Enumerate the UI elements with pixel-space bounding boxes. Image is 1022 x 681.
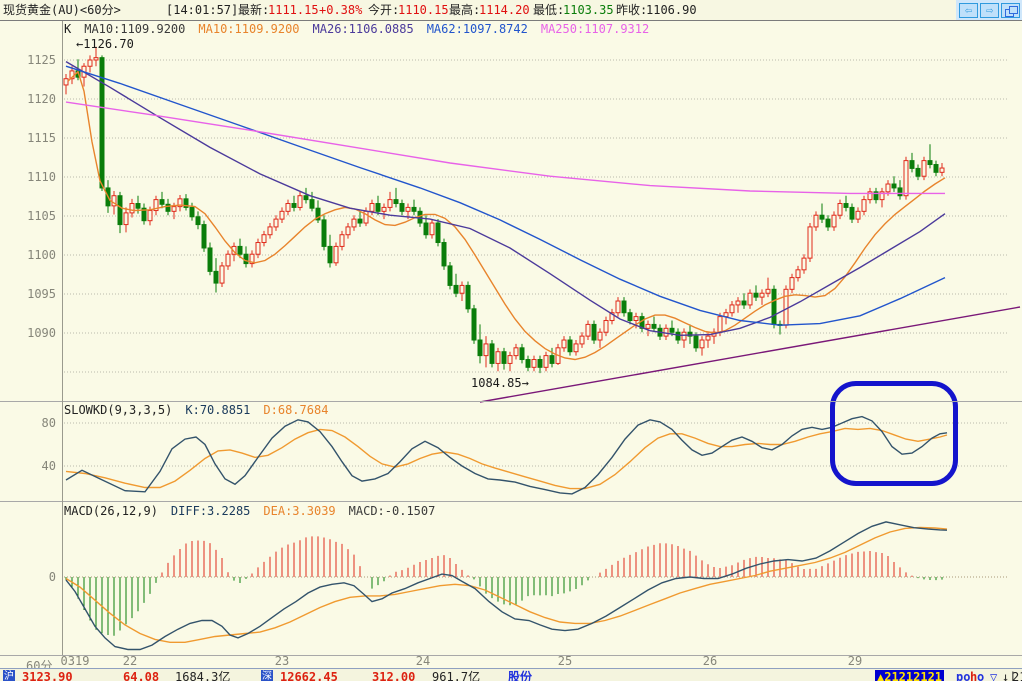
kline-kd-divider	[0, 401, 1022, 402]
shenzhen-index: 12662.45	[280, 670, 338, 681]
macd-lines-layer	[65, 521, 948, 651]
macd-hist-value: MACD:-0.1507	[348, 504, 436, 518]
svg-text:1110: 1110	[27, 170, 56, 184]
tag-h: h	[970, 670, 978, 681]
shenzhen-chip[interactable]: 深	[261, 670, 273, 681]
low-label: 最低:	[533, 3, 565, 17]
triangle-down-icon[interactable]: ▽	[990, 670, 998, 681]
macd-dea-value: DEA:3.3039	[263, 504, 336, 518]
macd-diff-value: DIFF:3.2285	[170, 504, 251, 518]
back-arrow-icon: ⇦	[964, 2, 973, 17]
highlight-box-annotation	[830, 381, 958, 486]
slowkd-k-value: K:70.8851	[185, 403, 251, 417]
tag-po: po	[956, 670, 971, 681]
macd-name: MACD(26,12,9)	[64, 504, 158, 518]
prev-close: 1106.90	[646, 3, 697, 17]
market-status-bar: 沪 3123.90 64.08 1684.3亿 深 12662.45 312.0…	[0, 668, 1022, 681]
ma-label-row: K MA10:1109.9200 MA10:1109.9200 MA26:110…	[64, 22, 649, 37]
svg-text:1100: 1100	[27, 248, 56, 262]
prev-close-label: 昨收:	[616, 3, 648, 17]
svg-text:1125: 1125	[27, 53, 56, 67]
shenzhen-volume: 961.7亿	[432, 670, 481, 681]
macd-axis-divider	[0, 655, 1022, 656]
low-annotation: 1084.85→	[471, 376, 529, 390]
slowkd-layer	[65, 415, 948, 495]
svg-text:1095: 1095	[27, 287, 56, 301]
ma10-value-b: MA10:1109.9200	[198, 22, 300, 36]
svg-text:22: 22	[123, 654, 137, 668]
kd-macd-divider	[0, 501, 1022, 502]
candles-layer	[63, 46, 945, 374]
svg-text:0319: 0319	[61, 654, 90, 668]
macd-hist-layer	[65, 536, 943, 636]
high-annotation: ←1126.70	[76, 37, 134, 51]
slowkd-name: SLOWKD(9,3,3,5)	[64, 403, 173, 417]
svg-text:40: 40	[42, 459, 56, 473]
left-arrow-icon: ←	[76, 37, 84, 51]
ma26-value: MA26:1106.0885	[312, 22, 414, 36]
back-button[interactable]: ⇦	[959, 2, 978, 18]
instrument-title: 现货黄金(AU)<60分>	[3, 3, 121, 17]
alert-badge[interactable]: ▲21212121	[875, 670, 945, 681]
shenzhen-change: 312.00	[372, 670, 416, 681]
svg-text:25: 25	[558, 654, 572, 668]
status-clock: 21:02	[1012, 670, 1022, 681]
svg-text:1090: 1090	[27, 326, 56, 340]
grid-layer: 1125 1120 1115 1110 1105 1100 1095 1090 80 40 0 031…	[27, 53, 1008, 668]
quote-time: [14:01:57]	[166, 3, 239, 17]
pane-k-label: K	[64, 22, 72, 36]
nav-buttons: ⇦ ⇨	[956, 0, 1022, 20]
ma10-value-a: MA10:1109.9200	[84, 22, 186, 36]
trendline-layer	[479, 306, 1021, 403]
high-price: 1114.20	[479, 3, 530, 17]
high-label: 最高:	[449, 3, 481, 17]
shanghai-change: 64.08	[123, 670, 160, 681]
svg-text:23: 23	[275, 654, 289, 668]
right-arrow-icon: →	[521, 376, 529, 390]
svg-text:26: 26	[703, 654, 717, 668]
svg-text:1115: 1115	[27, 131, 56, 145]
shanghai-index: 3123.90	[22, 670, 73, 681]
svg-text:1120: 1120	[27, 92, 56, 106]
ma-lines-layer	[65, 60, 946, 361]
sort-icon[interactable]: ↓|	[1002, 670, 1017, 681]
forward-button[interactable]: ⇨	[980, 2, 999, 18]
forward-arrow-icon: ⇨	[985, 2, 994, 17]
open-label: 今开:	[368, 3, 400, 17]
svg-text:80: 80	[42, 416, 56, 430]
open-price: 1110.15	[398, 3, 449, 17]
svg-text:1105: 1105	[27, 209, 56, 223]
slowkd-label-row: SLOWKD(9,3,3,5) K:70.8851 D:68.7684	[64, 403, 328, 418]
svg-text:0: 0	[49, 570, 56, 584]
ma62-value: MA62:1097.8742	[426, 22, 528, 36]
tag-o: o	[977, 670, 985, 681]
low-price: 1103.35	[563, 3, 614, 17]
macd-label-row: MACD(26,12,9) DIFF:3.2285 DEA:3.3039 MAC…	[64, 504, 435, 519]
slowkd-d-value: D:68.7684	[263, 403, 329, 417]
price-axis-line	[62, 21, 63, 655]
svg-text:29: 29	[848, 654, 862, 668]
shanghai-volume: 1684.3亿	[175, 670, 231, 681]
last-price: 1111.15	[268, 3, 319, 17]
svg-text:24: 24	[416, 654, 430, 668]
last-label: 最新:	[238, 3, 270, 17]
cascade-windows-button[interactable]	[1001, 2, 1020, 18]
stocks-link[interactable]: 股份	[508, 670, 533, 681]
shanghai-chip[interactable]: 沪	[3, 670, 15, 681]
topbar-divider	[0, 20, 1022, 21]
ma250-value: MA250:1107.9312	[540, 22, 650, 36]
change-percent: +0.38%	[319, 3, 363, 17]
quote-bar: 现货黄金(AU)<60分> [14:01:57] 最新: 1111.15 +0.…	[0, 0, 1022, 20]
